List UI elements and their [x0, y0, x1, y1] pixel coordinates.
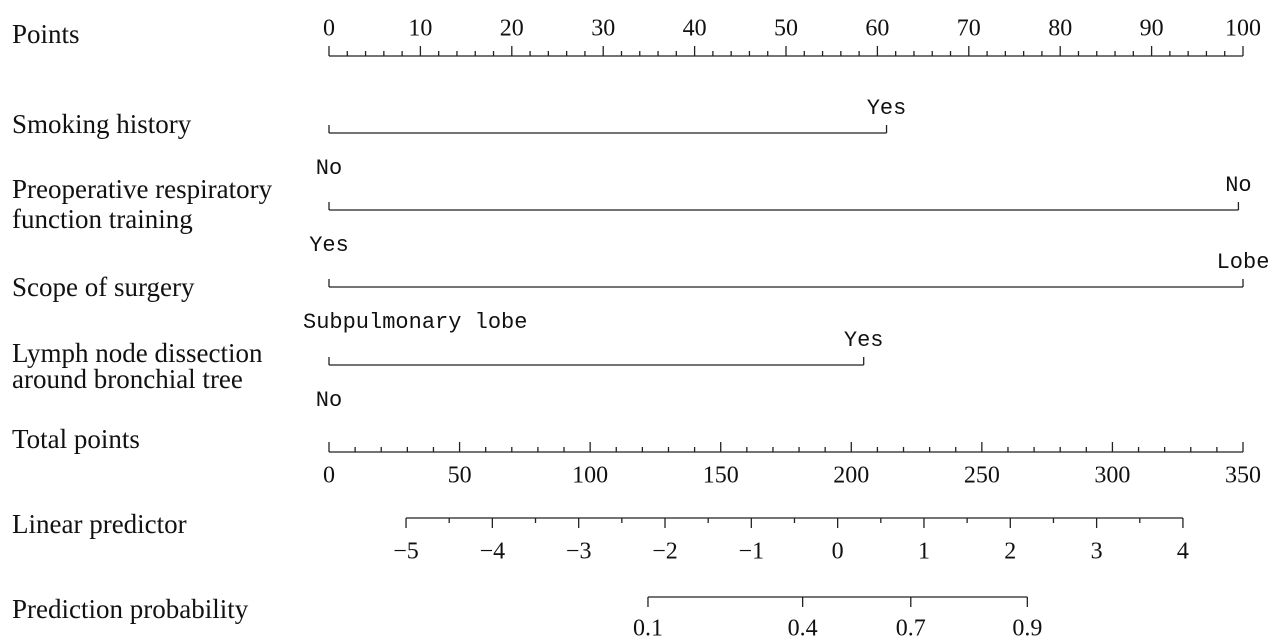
tick-label: 250	[964, 463, 1000, 489]
tick-label: 4	[1177, 539, 1189, 565]
tick-label: 100	[572, 463, 608, 489]
tick-label: 70	[957, 16, 981, 42]
row-label: Linear predictor	[12, 509, 187, 539]
tick-label: 10	[408, 16, 432, 42]
tick-label: 30	[591, 16, 615, 42]
row-label: function training	[12, 204, 193, 234]
tick-label: 0	[323, 16, 335, 42]
row-label: Points	[12, 19, 80, 49]
tick-label: 90	[1140, 16, 1164, 42]
level-label: Yes	[844, 328, 884, 353]
level-label: Yes	[867, 96, 907, 121]
level-label: No	[316, 156, 342, 181]
tick-label: 0.4	[788, 616, 818, 642]
tick-label: 0.7	[896, 616, 926, 642]
tick-label: 3	[1091, 539, 1103, 565]
row-label: Total points	[12, 424, 140, 454]
tick-label: 50	[448, 463, 472, 489]
tick-label: 200	[833, 463, 869, 489]
tick-label: 50	[774, 16, 798, 42]
row-label: Smoking history	[12, 109, 192, 139]
tick-label: 0	[832, 539, 844, 565]
tick-label: −1	[739, 539, 765, 565]
tick-label: 150	[703, 463, 739, 489]
tick-label: 350	[1225, 463, 1261, 489]
level-label: No	[1225, 173, 1251, 198]
tick-label: 1	[918, 539, 930, 565]
row-label: Preoperative respiratory	[12, 174, 273, 204]
tick-label: 80	[1048, 16, 1072, 42]
tick-label: 0.9	[1012, 616, 1042, 642]
tick-label: 2	[1004, 539, 1016, 565]
row-label: Prediction probability	[12, 594, 249, 624]
tick-label: 20	[500, 16, 524, 42]
tick-label: −4	[480, 539, 506, 565]
tick-label: −5	[393, 539, 419, 565]
tick-label: 100	[1225, 16, 1261, 42]
tick-label: 0.1	[633, 616, 663, 642]
tick-label: 40	[683, 16, 707, 42]
tick-label: −3	[566, 539, 592, 565]
row-label: around bronchial tree	[12, 364, 243, 394]
tick-label: 300	[1094, 463, 1130, 489]
tick-label: 0	[323, 463, 335, 489]
row-label: Lymph node dissection	[12, 338, 263, 368]
level-label: Yes	[309, 233, 349, 258]
row-label: Scope of surgery	[12, 272, 195, 302]
tick-label: −2	[652, 539, 678, 565]
level-label: Subpulmonary lobe	[303, 310, 527, 335]
level-label: Lobe	[1217, 250, 1270, 275]
level-label: No	[316, 388, 342, 413]
tick-label: 60	[865, 16, 889, 42]
